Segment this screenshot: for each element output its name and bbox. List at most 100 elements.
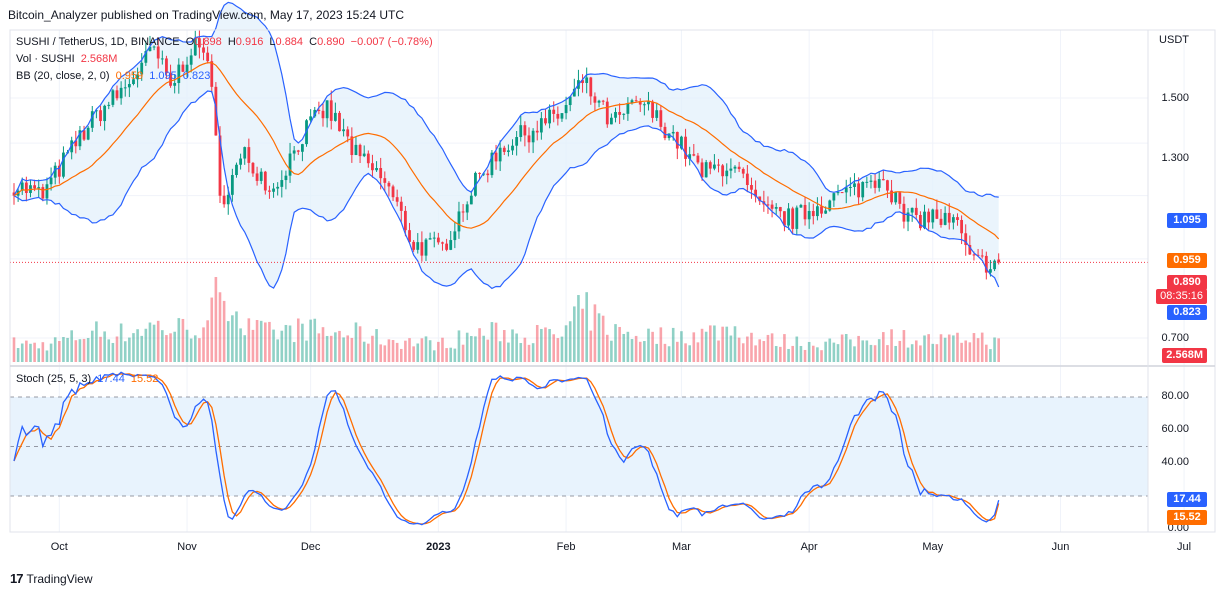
volume-bar <box>325 335 329 362</box>
candle-body <box>778 207 782 212</box>
bollinger-basis-line <box>13 62 1000 240</box>
candle-body <box>41 187 45 199</box>
volume-bar <box>482 335 485 362</box>
candle-body <box>432 237 436 239</box>
candle-body <box>420 242 424 256</box>
candle-body <box>502 147 506 152</box>
candle-body <box>836 192 840 194</box>
volume-bar <box>33 342 36 362</box>
candle-body <box>696 155 700 163</box>
volume-bar <box>865 340 869 362</box>
volume-bar <box>791 345 794 362</box>
change-value: −0.007 (−0.78%) <box>350 36 433 48</box>
volume-bar <box>478 328 481 362</box>
candle-body <box>226 194 230 205</box>
close-value: 0.890 <box>317 36 345 48</box>
candle-body <box>816 206 819 217</box>
volume-bar <box>457 330 461 362</box>
symbol-legend[interactable]: SUSHI / TetherUS, 1D, BINANCE O0.898 H0.… <box>16 36 433 48</box>
candle-body <box>774 207 778 209</box>
volume-bar <box>226 321 230 362</box>
candle-body <box>865 181 869 183</box>
candle-body <box>45 184 49 199</box>
candle-body <box>894 192 898 203</box>
stoch-d-value: 15.52 <box>130 373 159 385</box>
candle-body <box>671 131 675 134</box>
candle-body <box>651 101 654 118</box>
bb-upper-tag: 1.095 <box>1167 213 1207 228</box>
candle-body <box>989 269 992 273</box>
volume-legend[interactable]: Vol · SUSHI 2.568M <box>16 53 118 65</box>
candle-body <box>160 58 164 60</box>
volume-bar <box>770 333 774 362</box>
candle-body <box>284 175 288 181</box>
volume-bar <box>746 336 749 362</box>
candle-body <box>766 204 770 206</box>
stoch-d-tag: 15.52 <box>1167 510 1207 525</box>
candle-body <box>53 165 57 178</box>
volume-bar <box>643 341 646 362</box>
countdown-tag: 08:35:16 <box>1156 289 1207 304</box>
candle-body <box>132 79 135 85</box>
volume-bar <box>754 345 757 362</box>
candle-body <box>62 152 65 177</box>
volume-bar <box>811 345 815 362</box>
time-label: Dec <box>300 541 321 553</box>
candle-body <box>230 175 234 195</box>
candle-body <box>235 164 238 176</box>
volume-bar <box>58 341 61 362</box>
volume-bar <box>346 335 350 362</box>
candle-body <box>181 64 185 72</box>
candle-body <box>259 171 263 181</box>
volume-bar <box>173 331 176 362</box>
candle-body <box>391 186 395 198</box>
candle-body <box>82 130 86 140</box>
time-label: Oct <box>50 541 68 553</box>
bollinger-legend[interactable]: BB (20, close, 2, 0) 0.959 1.095 0.823 <box>16 70 211 82</box>
price-tick-1300: 1.300 <box>1161 152 1189 164</box>
tradingview-footer[interactable]: 17 TradingView <box>10 571 93 586</box>
candle-body <box>144 51 148 63</box>
candle-body <box>255 173 259 181</box>
candle-body <box>453 231 457 241</box>
volume-bar <box>824 341 827 362</box>
volume-bar <box>980 332 984 362</box>
candle-body <box>20 182 24 191</box>
volume-bar <box>20 343 24 362</box>
candle-body <box>803 204 807 220</box>
volume-bar <box>976 338 980 362</box>
candle-body <box>976 254 980 256</box>
candle-body <box>597 100 601 103</box>
open-value: 0.898 <box>194 36 222 48</box>
volume-bar <box>128 337 131 362</box>
candle-body <box>280 180 284 187</box>
candle-body <box>680 136 683 149</box>
candle-body <box>202 47 205 53</box>
volume-bar <box>420 338 424 362</box>
candle-body <box>729 168 733 171</box>
volume-bar <box>498 341 502 362</box>
candle-body <box>99 110 102 122</box>
volume-bar <box>416 343 420 362</box>
stoch-legend[interactable]: Stoch (25, 5, 3) 17.44 15.52 <box>16 373 159 385</box>
volume-bar <box>708 325 712 362</box>
candle-body <box>881 179 885 181</box>
candle-body <box>593 96 597 103</box>
volume-bar <box>247 318 251 362</box>
candle-body <box>338 112 341 132</box>
bb-basis-tag: 0.959 <box>1167 253 1207 268</box>
volume-bar <box>99 336 102 362</box>
volume-bar <box>849 339 852 362</box>
candle-body <box>416 242 420 250</box>
candle-body <box>210 61 214 87</box>
volume-bar <box>276 339 279 362</box>
candle-body <box>519 125 523 138</box>
candle-body <box>638 101 642 105</box>
volume-bar <box>218 292 222 362</box>
candle-body <box>173 83 177 86</box>
volume-bar <box>869 344 873 362</box>
candle-body <box>70 140 74 153</box>
candle-body <box>57 165 61 177</box>
candle-body <box>301 144 304 152</box>
